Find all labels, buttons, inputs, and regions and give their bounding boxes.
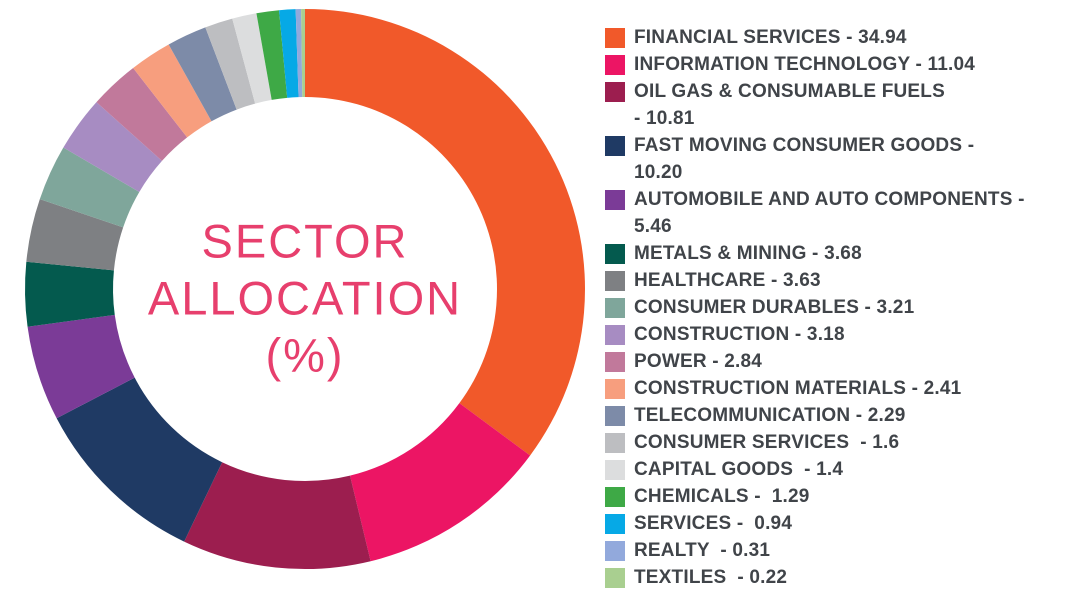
legend-item: REALTY - 0.31 <box>605 537 1063 564</box>
legend-swatch <box>605 405 625 426</box>
legend-label: SERVICES - 0.94 <box>634 513 793 534</box>
donut-slice-realty <box>295 9 303 98</box>
legend-item: OIL GAS & CONSUMABLE FUELS - 10.81 <box>605 78 1063 132</box>
legend-label: FINANCIAL SERVICES - 34.94 <box>634 27 907 48</box>
donut-slice-construction <box>63 102 162 192</box>
legend-item: AUTOMOBILE AND AUTO COMPONENTS - 5.46 <box>605 186 1063 240</box>
legend-item: HEALTHCARE - 3.63 <box>605 267 1063 294</box>
legend-swatch <box>605 54 625 75</box>
legend-label: REALTY - 0.31 <box>634 540 771 561</box>
chart-center-title-line3: (%) <box>265 328 345 382</box>
donut-slice-construction-materials <box>133 44 212 138</box>
legend-label: INFORMATION TECHNOLOGY - 11.04 <box>634 54 976 75</box>
legend-item: FAST MOVING CONSUMER GOODS - 10.20 <box>605 132 1063 186</box>
legend-item: FINANCIAL SERVICES - 34.94 <box>605 24 1063 51</box>
legend-label: AUTOMOBILE AND AUTO COMPONENTS - 5.46 <box>634 189 1025 237</box>
legend-swatch <box>605 351 625 372</box>
donut-slice-capital-goods <box>232 13 272 104</box>
donut-slice-services <box>279 9 299 98</box>
donut-slice-automobile-and-auto-components <box>27 314 135 419</box>
legend-swatch <box>605 540 625 561</box>
legend-item: CONSUMER SERVICES - 1.6 <box>605 429 1063 456</box>
legend-label: CAPITAL GOODS - 1.4 <box>634 459 844 480</box>
legend-swatch <box>605 378 625 399</box>
donut-slice-oil-gas-consumable-fuels <box>184 462 371 570</box>
legend-label: FAST MOVING CONSUMER GOODS - 10.20 <box>634 135 975 183</box>
legend-swatch <box>605 27 625 48</box>
legend-label: OIL GAS & CONSUMABLE FUELS - 10.81 <box>634 81 945 129</box>
donut-slice-textiles <box>301 9 305 98</box>
legend-label: CONSUMER DURABLES - 3.21 <box>634 297 915 318</box>
legend-item: CAPITAL GOODS - 1.4 <box>605 456 1063 483</box>
chart-center-title-line1: SECTOR <box>201 214 409 268</box>
legend-label: METALS & MINING - 3.68 <box>634 243 862 264</box>
legend-item: METALS & MINING - 3.68 <box>605 240 1063 267</box>
legend-label: CHEMICALS - 1.29 <box>634 486 810 507</box>
legend-item: CONSUMER DURABLES - 3.21 <box>605 294 1063 321</box>
donut-slice-consumer-durables <box>39 147 140 228</box>
legend-label: TEXTILES - 0.22 <box>634 567 788 588</box>
legend-swatch <box>605 432 625 453</box>
legend-swatch <box>605 324 625 345</box>
chart-center-title-line2: ALLOCATION <box>147 271 463 325</box>
legend-swatch <box>605 567 625 588</box>
legend-swatch <box>605 513 625 534</box>
legend-swatch <box>605 270 625 291</box>
legend-label: CONSUMER SERVICES - 1.6 <box>634 432 900 453</box>
legend-swatch <box>605 189 625 210</box>
chart-center-title: SECTOR ALLOCATION (%) <box>90 213 520 384</box>
legend-label: POWER - 2.84 <box>634 351 763 372</box>
donut-slice-information-technology <box>350 403 531 562</box>
legend-item: CONSTRUCTION - 3.18 <box>605 321 1063 348</box>
donut-chart <box>25 9 586 570</box>
legend-item: INFORMATION TECHNOLOGY - 11.04 <box>605 51 1063 78</box>
legend: FINANCIAL SERVICES - 34.94 INFORMATION TE… <box>605 24 1063 591</box>
legend-item: TEXTILES - 0.22 <box>605 564 1063 591</box>
donut-slice-chemicals <box>256 10 288 100</box>
donut-slice-consumer-services <box>205 18 256 110</box>
legend-label: CONSTRUCTION MATERIALS - 2.41 <box>634 378 962 399</box>
donut-slice-telecommunication <box>168 27 237 122</box>
legend-swatch <box>605 81 625 102</box>
donut-slice-healthcare <box>26 199 124 271</box>
legend-label: TELECOMMUNICATION - 2.29 <box>634 405 906 426</box>
legend-swatch <box>605 135 625 156</box>
legend-swatch <box>605 486 625 507</box>
donut-slice-financial-services <box>305 9 586 456</box>
donut-slice-metals-mining <box>25 261 115 327</box>
legend-item: POWER - 2.84 <box>605 348 1063 375</box>
legend-swatch <box>605 297 625 318</box>
donut-slice-fast-moving-consumer-goods <box>56 377 223 542</box>
legend-item: CHEMICALS - 1.29 <box>605 483 1063 510</box>
donut-slice-power <box>96 67 188 161</box>
legend-swatch <box>605 243 625 264</box>
legend-label: CONSTRUCTION - 3.18 <box>634 324 845 345</box>
legend-swatch <box>605 459 625 480</box>
legend-item: SERVICES - 0.94 <box>605 510 1063 537</box>
legend-label: HEALTHCARE - 3.63 <box>634 270 821 291</box>
legend-item: TELECOMMUNICATION - 2.29 <box>605 402 1063 429</box>
legend-item: CONSTRUCTION MATERIALS - 2.41 <box>605 375 1063 402</box>
